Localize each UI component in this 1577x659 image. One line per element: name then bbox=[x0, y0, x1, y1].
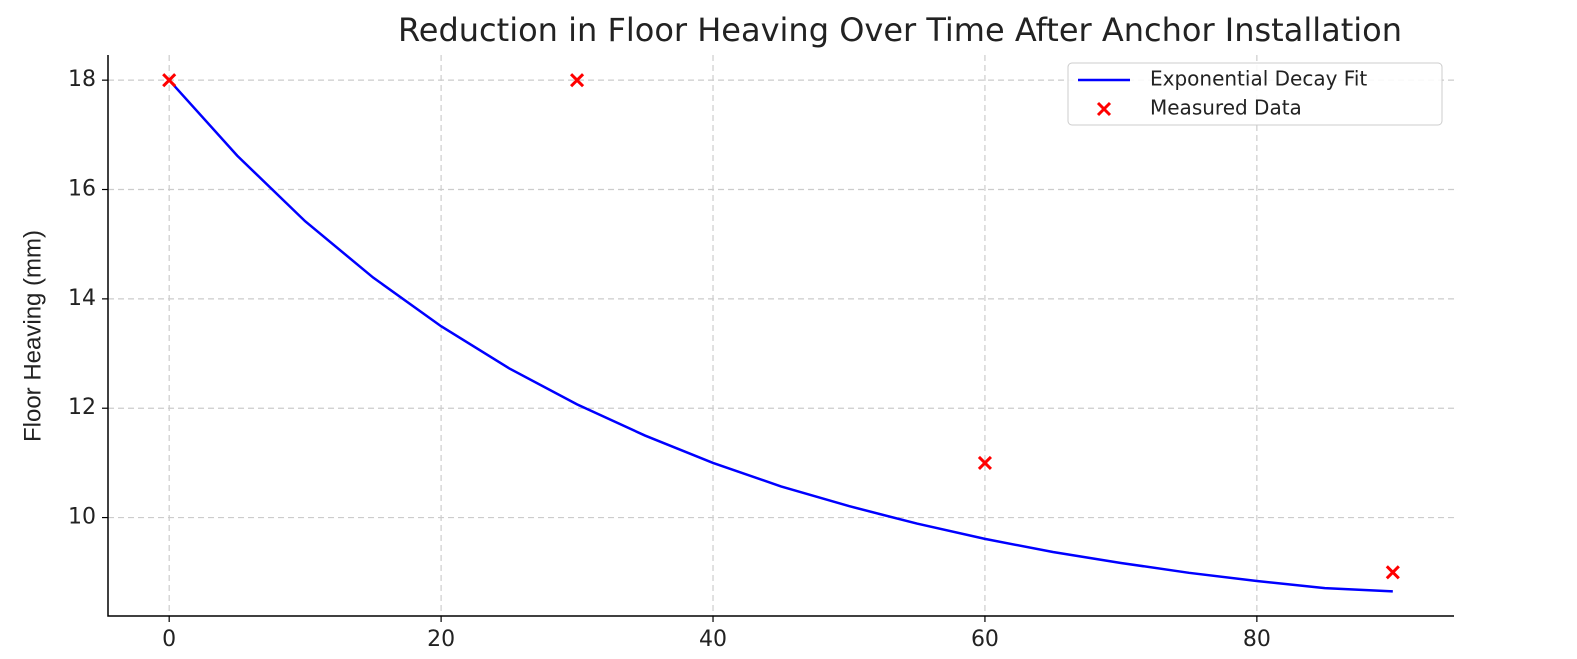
legend-box bbox=[1067, 62, 1443, 126]
y-tick-label: 10 bbox=[68, 505, 96, 530]
x-tick-label: 0 bbox=[162, 627, 176, 652]
y-tick-label: 16 bbox=[68, 177, 96, 202]
x-tick-label: 80 bbox=[1243, 627, 1271, 652]
y-tick-label: 14 bbox=[68, 286, 96, 311]
axes bbox=[107, 55, 1454, 617]
legend-swatch bbox=[1096, 101, 1112, 117]
y-axis-label: Floor Heaving (mm) bbox=[19, 230, 46, 442]
fit-line bbox=[168, 79, 1393, 593]
legend-label: Measured Data bbox=[1150, 96, 1302, 120]
legend: Exponential Decay Fit Measured Data bbox=[1067, 62, 1443, 126]
grid bbox=[108, 55, 1454, 616]
data-point bbox=[977, 455, 992, 470]
x-tick-label: 20 bbox=[427, 627, 455, 652]
legend-label: Exponential Decay Fit bbox=[1150, 67, 1367, 91]
data-point bbox=[570, 73, 585, 88]
data-point bbox=[162, 73, 177, 88]
y-tick-label: 12 bbox=[68, 395, 96, 420]
data-point bbox=[1385, 565, 1400, 580]
chart-title: Reduction in Floor Heaving Over Time Aft… bbox=[398, 11, 1402, 49]
x-tick-label: 40 bbox=[699, 627, 727, 652]
x-tick-label: 60 bbox=[971, 627, 999, 652]
y-tick-label: 18 bbox=[68, 67, 96, 92]
